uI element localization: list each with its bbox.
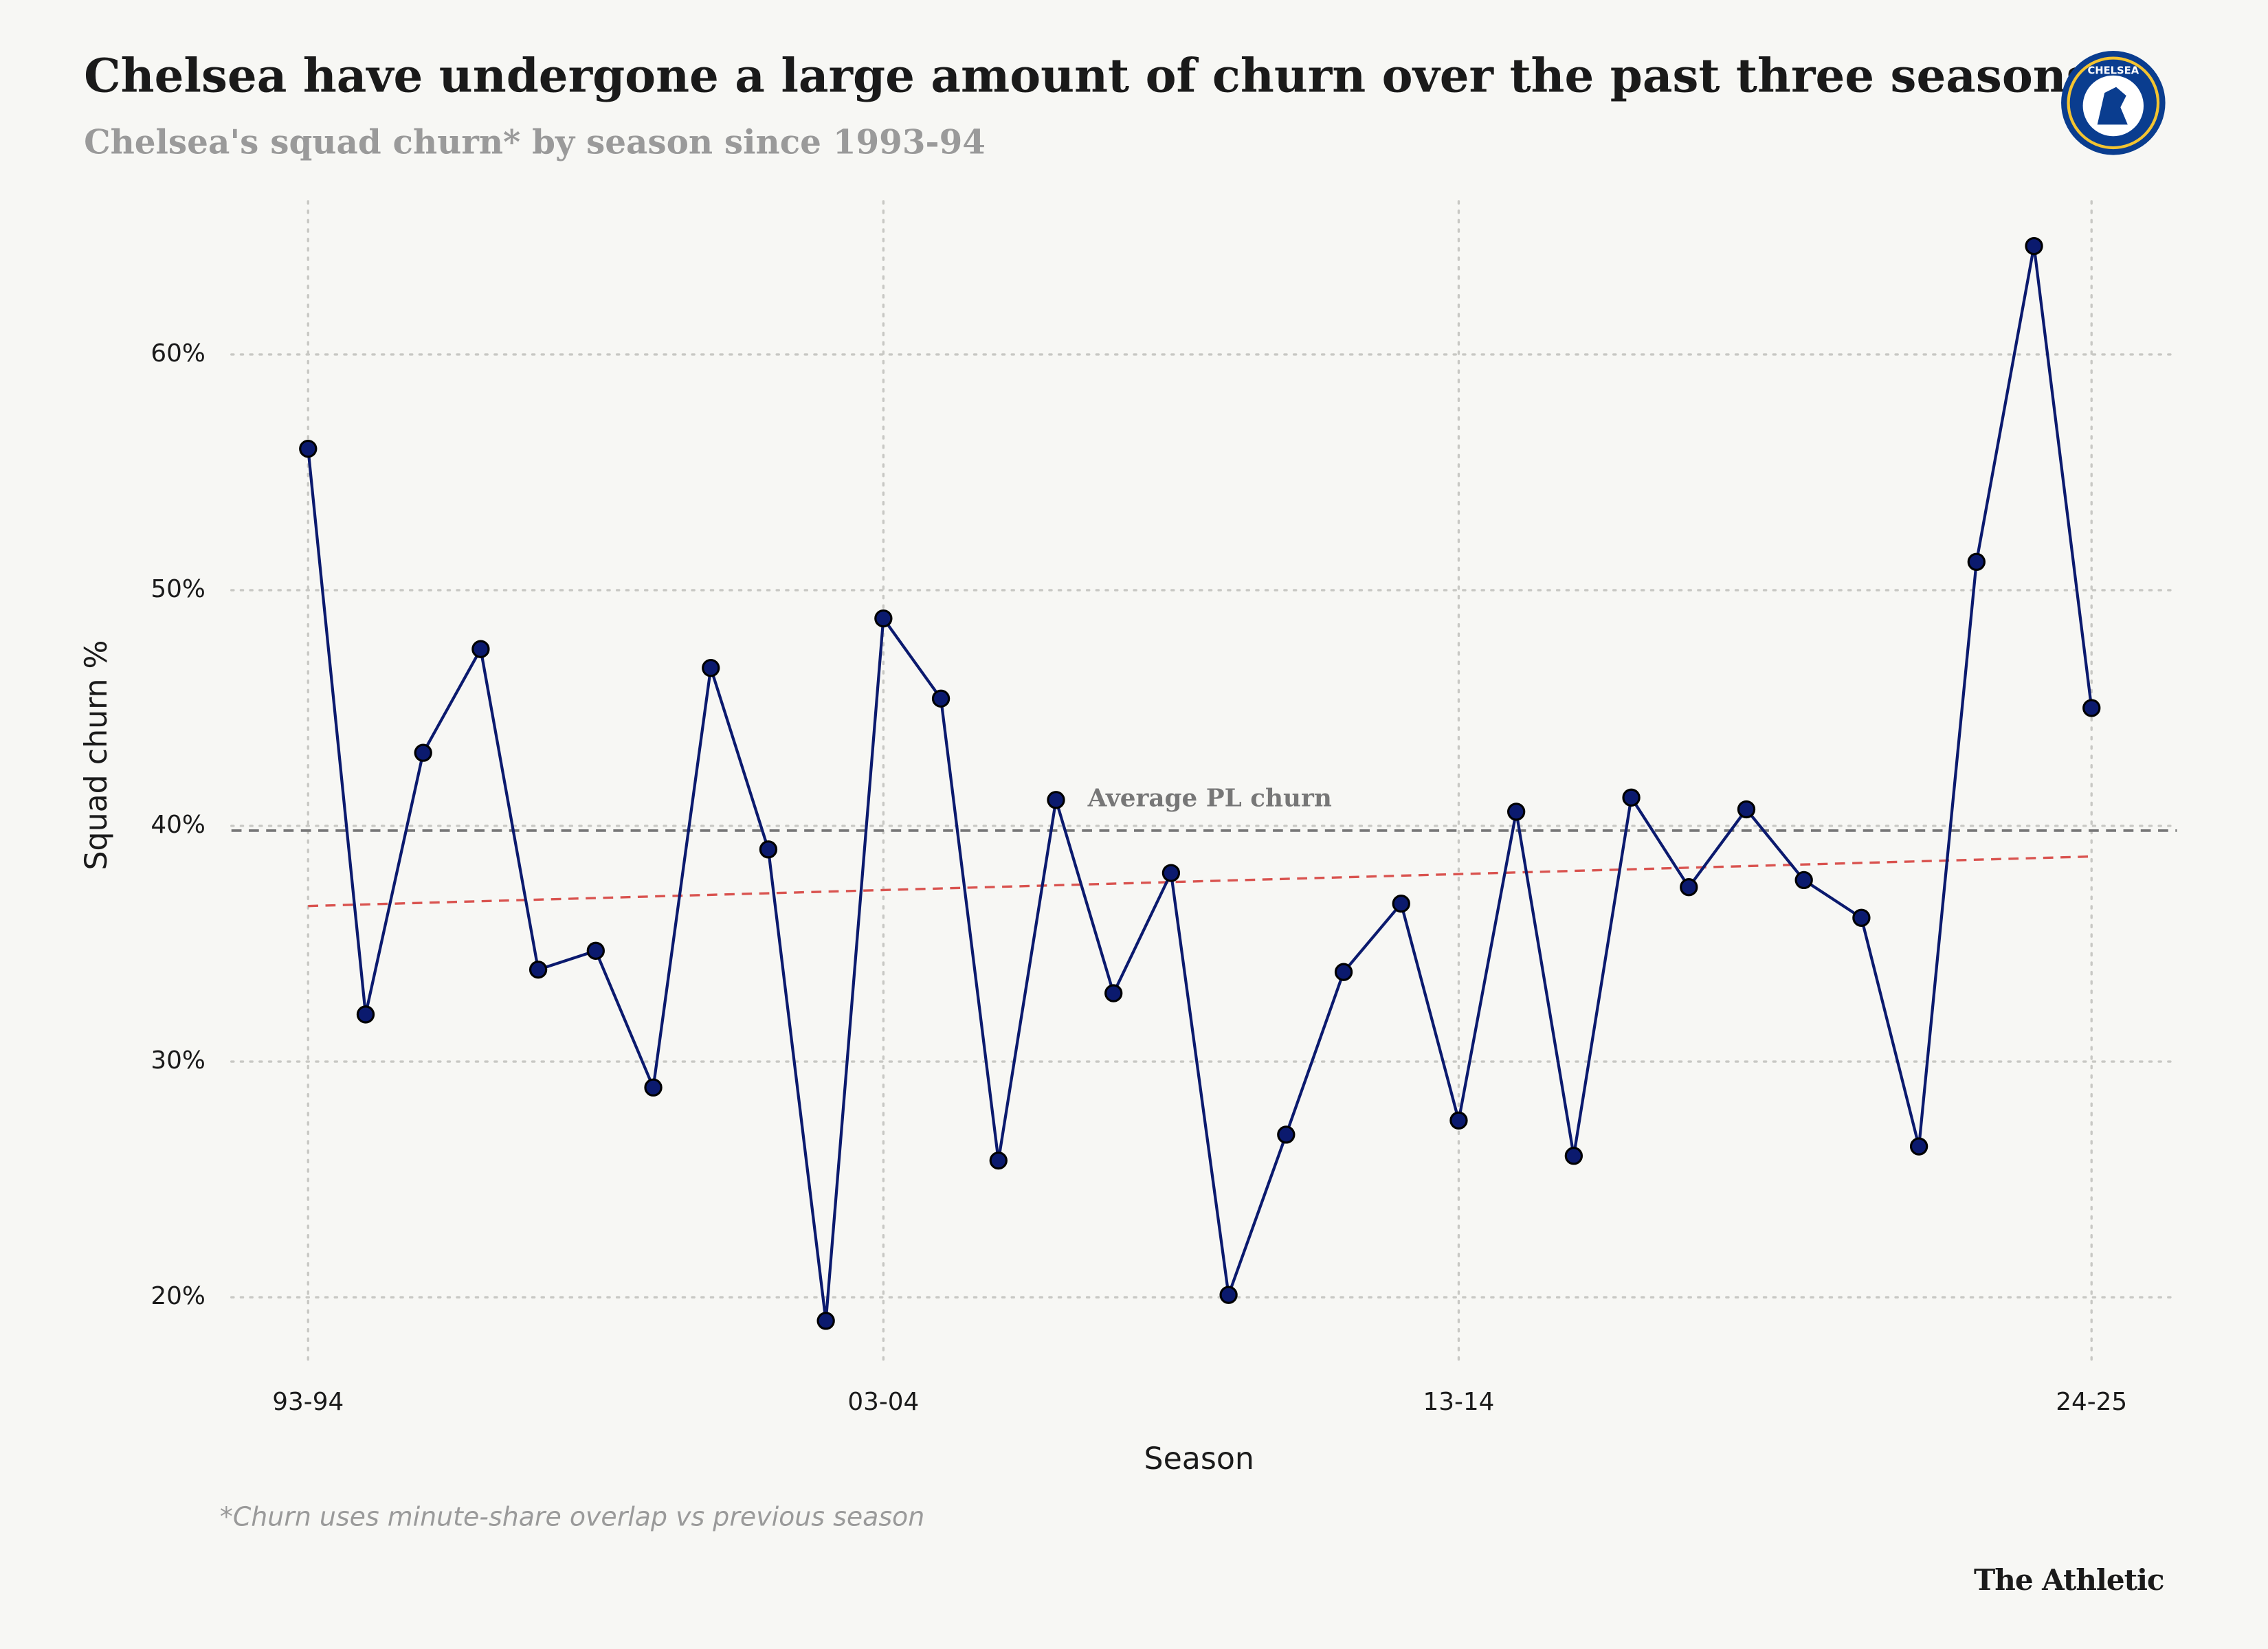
- data-point: [1737, 800, 1756, 819]
- y-tick-label: 30%: [151, 1046, 205, 1075]
- data-point: [644, 1078, 663, 1097]
- x-axis-label: Season: [1144, 1442, 1254, 1477]
- data-point: [471, 640, 490, 658]
- x-tick-label: 03-04: [847, 1388, 919, 1416]
- data-point: [1392, 895, 1410, 913]
- footnote: *Churn uses minute-share overlap vs prev…: [220, 1502, 924, 1532]
- data-point: [816, 1312, 835, 1330]
- data-point: [1104, 984, 1123, 1002]
- trend-line: [308, 855, 2092, 908]
- logo-border: [2067, 56, 2160, 150]
- data-point: [586, 941, 605, 960]
- logo-text: CHELSEA: [2088, 65, 2139, 77]
- y-tick-label: 50%: [151, 575, 205, 603]
- x-tick-label: 24-25: [2056, 1388, 2127, 1416]
- data-point: [1852, 908, 1871, 927]
- chart-subtitle: Chelsea's squad churn* by season since 1…: [84, 123, 986, 161]
- logo-lion: [2097, 87, 2128, 125]
- data-point: [1794, 871, 1813, 890]
- y-tick-label: 60%: [151, 339, 205, 368]
- data-point: [931, 689, 950, 708]
- data-point: [1909, 1137, 1928, 1156]
- data-point: [1680, 878, 1698, 897]
- data-point: [1507, 803, 1526, 821]
- x-tick-label: 13-14: [1423, 1388, 1494, 1416]
- data-point: [1564, 1147, 1583, 1165]
- average-label: Average PL churn: [1087, 784, 1332, 813]
- data-point: [1219, 1286, 1238, 1304]
- chart-title: Chelsea have undergone a large amount of…: [84, 49, 2093, 103]
- data-point: [1967, 552, 1986, 571]
- data-point: [1334, 963, 1353, 981]
- data-point: [356, 1005, 375, 1024]
- source: The Athletic: [1974, 1562, 2164, 1597]
- data-point: [874, 609, 893, 628]
- y-tick-label: 20%: [151, 1282, 205, 1310]
- data-point: [1277, 1125, 1296, 1144]
- series-line: [307, 245, 2093, 1321]
- logo: CHELSEA: [2061, 51, 2166, 155]
- data-point: [2025, 236, 2043, 256]
- data-point: [989, 1151, 1008, 1170]
- data-point: [1622, 788, 1641, 807]
- data-point: [1161, 864, 1181, 882]
- data-point: [529, 961, 548, 979]
- data-point: [299, 439, 318, 458]
- data-point: [1449, 1111, 1468, 1130]
- data-point: [414, 743, 432, 762]
- y-axis-label: Squad churn %: [79, 640, 114, 870]
- data-point: [759, 840, 778, 859]
- data-point: [702, 659, 720, 677]
- data-point: [1047, 791, 1065, 809]
- y-tick-label: 40%: [151, 811, 205, 839]
- x-tick-label: 93-94: [272, 1388, 344, 1416]
- data-point: [2082, 699, 2101, 717]
